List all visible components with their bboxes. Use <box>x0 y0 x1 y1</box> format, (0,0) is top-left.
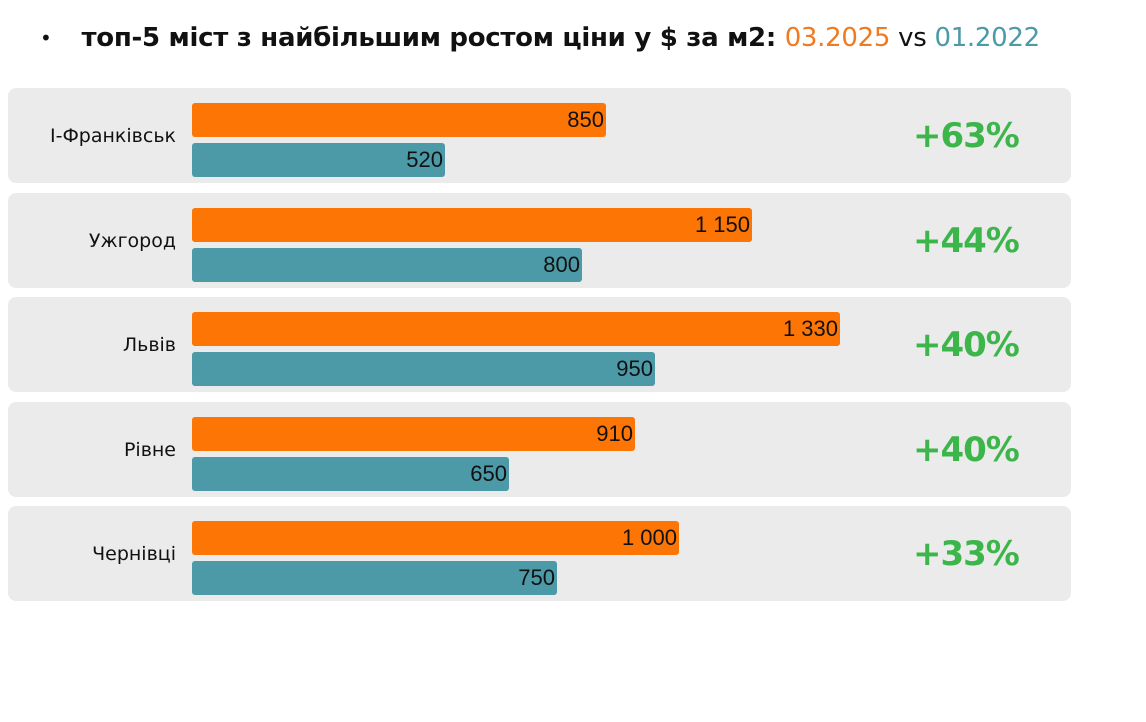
growth-percent: +33% <box>913 533 1020 574</box>
city-label: Ужгород <box>88 229 176 252</box>
city-row: Чернівці 1 000 750 +33% <box>8 506 1071 601</box>
bar-2025: 850 <box>192 103 606 137</box>
value-2022: 750 <box>518 565 555 590</box>
bullet: • <box>40 26 52 50</box>
bar-2025: 1 000 <box>192 521 679 555</box>
value-2025: 910 <box>596 421 633 446</box>
bar-2025: 910 <box>192 417 635 451</box>
bar-2022: 520 <box>192 143 445 177</box>
value-2025: 1 000 <box>621 525 677 550</box>
bar-2022: 750 <box>192 561 557 595</box>
bar-2022: 800 <box>192 248 582 282</box>
growth-percent: +40% <box>913 429 1020 470</box>
value-2025: 1 150 <box>694 212 750 237</box>
growth-percent: +44% <box>913 220 1020 261</box>
city-row: Рівне 910 650 +40% <box>8 402 1071 497</box>
value-2022: 650 <box>470 461 507 486</box>
growth-percent: +40% <box>913 324 1020 365</box>
city-label: Львів <box>122 333 176 356</box>
bar-2025: 1 330 <box>192 312 840 346</box>
bar-2025: 1 150 <box>192 208 752 242</box>
city-row: Ужгород 1 150 800 +44% <box>8 193 1071 288</box>
city-label: Рівне <box>123 438 176 461</box>
title-text: топ-5 міст з найбільшим ростом ціни у $ … <box>81 23 777 53</box>
value-2022: 520 <box>406 147 443 172</box>
period-new: 03.2025 <box>784 23 891 53</box>
value-2022: 950 <box>616 356 653 381</box>
bar-2022: 650 <box>192 457 509 491</box>
value-2025: 1 330 <box>782 316 838 341</box>
city-row: Львів 1 330 950 +40% <box>8 297 1071 392</box>
chart-title: • топ-5 міст з найбільшим ростом ціни у … <box>40 18 1040 58</box>
period-old: 01.2022 <box>934 23 1040 53</box>
city-row: І-Франківськ 850 520 +63% <box>8 88 1071 183</box>
city-label: Чернівці <box>92 542 176 565</box>
growth-percent: +63% <box>913 115 1020 156</box>
value-2022: 800 <box>543 252 580 277</box>
value-2025: 850 <box>567 107 604 132</box>
vs-label: vs <box>898 23 927 53</box>
city-label: І-Франківськ <box>49 124 176 147</box>
bar-2022: 950 <box>192 352 655 386</box>
